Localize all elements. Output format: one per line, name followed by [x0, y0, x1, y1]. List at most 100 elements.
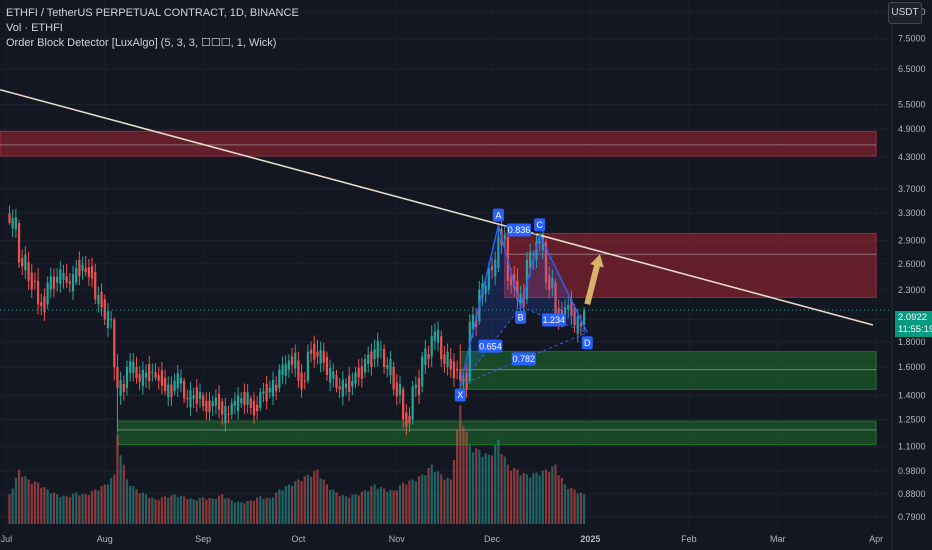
volume-bar	[411, 479, 414, 524]
x-axis-tick-label: Feb	[681, 534, 697, 544]
volume-bar	[551, 466, 554, 524]
candle-body	[484, 285, 487, 295]
candle-body	[252, 400, 256, 416]
candle-body	[62, 273, 65, 280]
candle-body	[75, 267, 78, 283]
volume-bar	[306, 474, 310, 524]
volume-indicator-label[interactable]: Vol · ETHFI	[6, 22, 63, 34]
y-axis-tick-label: 1.4000	[898, 390, 926, 400]
volume-bar	[538, 475, 541, 524]
volume-bar	[370, 486, 373, 524]
pattern-point-label: C	[536, 220, 543, 230]
volume-bar	[49, 493, 52, 524]
candle-body	[189, 390, 192, 408]
volume-bar	[236, 501, 240, 524]
y-axis-tick-label: 1.8000	[898, 337, 926, 347]
volume-bar	[211, 498, 214, 524]
volume-bar	[490, 455, 494, 524]
volume-bar	[116, 434, 119, 524]
volume-bar	[478, 449, 481, 524]
candle-body	[265, 384, 268, 402]
volume-bar	[119, 455, 122, 524]
candle-body	[563, 307, 567, 315]
candle-body	[27, 262, 30, 281]
candle-body	[186, 397, 189, 400]
volume-bar	[62, 495, 65, 524]
volume-bar	[535, 472, 538, 524]
volume-bars	[8, 405, 586, 524]
candle-body	[436, 329, 440, 343]
volume-bar	[151, 497, 154, 524]
volume-bar	[532, 473, 535, 524]
candle-body	[405, 412, 408, 427]
volume-bar	[433, 472, 437, 524]
candle-body	[94, 272, 97, 300]
volume-bar	[325, 484, 329, 524]
volume-bar	[157, 500, 160, 524]
candle-body	[43, 296, 46, 313]
candle-body	[100, 291, 103, 308]
volume-bar	[176, 497, 179, 524]
pattern-ratio-label: 0.654	[479, 341, 502, 351]
candle-body	[217, 393, 221, 410]
volume-bar	[103, 484, 106, 524]
volume-bar	[21, 476, 24, 524]
pattern-point-label: X	[457, 390, 463, 400]
candle-body	[52, 276, 56, 289]
volume-bar	[154, 499, 157, 524]
candle-body	[427, 354, 430, 360]
volume-bar	[452, 459, 456, 524]
candle-body	[138, 374, 141, 382]
y-axis-tick-label: 1.6000	[898, 362, 926, 372]
candle-body	[230, 403, 233, 415]
volume-bar	[392, 490, 395, 524]
symbol-title[interactable]: ETHFI / TetherUS PERPETUAL CONTRACT, 1D,…	[6, 7, 299, 19]
volume-bar	[84, 494, 87, 524]
volume-bar	[144, 494, 148, 524]
pattern-ratio-badge	[478, 339, 503, 353]
volume-bar	[275, 492, 278, 524]
volume-bar	[109, 477, 113, 524]
candle-body	[290, 356, 294, 365]
candle-body	[87, 267, 90, 278]
volume-bar	[94, 489, 97, 524]
order-block-indicator-label[interactable]: Order Block Detector [LuxAlgo] (5, 3, 3,…	[6, 37, 277, 49]
candle-body	[132, 361, 135, 373]
volume-bar	[379, 487, 383, 524]
volume-bar	[354, 494, 357, 524]
volume-bar	[367, 491, 370, 524]
volume-bar	[513, 468, 516, 524]
pattern-ratio-badge	[541, 313, 566, 327]
candle-body	[268, 387, 271, 393]
volume-bar	[170, 495, 173, 524]
volume-bar	[351, 495, 354, 524]
candle-body	[313, 343, 316, 360]
volume-bar	[541, 470, 544, 524]
candle-body	[430, 336, 433, 357]
candle-body	[192, 395, 195, 399]
volume-bar	[30, 483, 33, 524]
volume-bar	[183, 496, 186, 524]
bearish-order-block	[0, 130, 877, 157]
candle-body	[90, 266, 94, 279]
volume-bar	[106, 484, 110, 524]
candle-body	[490, 265, 494, 271]
candle-body	[21, 258, 24, 267]
volume-bar	[271, 497, 275, 524]
candle-body	[379, 348, 383, 350]
volume-bar	[516, 469, 519, 524]
candle-body	[68, 281, 71, 284]
candle-body	[163, 377, 167, 391]
volume-bar	[246, 500, 249, 524]
y-axis-tick-label: 1.2500	[898, 414, 926, 424]
currency-button[interactable]: USDT	[888, 2, 922, 24]
candle-body	[509, 276, 513, 286]
volume-bar	[43, 487, 46, 524]
candle-body	[516, 280, 519, 300]
candle-body	[240, 398, 243, 404]
volume-bar	[430, 464, 433, 524]
volume-bar	[319, 478, 322, 524]
candle-body	[103, 299, 106, 320]
